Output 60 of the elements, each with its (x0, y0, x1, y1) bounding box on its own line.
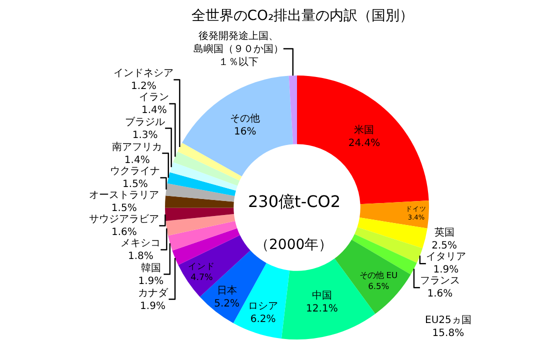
slice-label: その他 (230, 112, 260, 124)
donut-slice (354, 227, 423, 263)
slice-label: その他 EU (360, 270, 398, 280)
slice-label: カナダ (138, 286, 169, 299)
donut-slice (182, 76, 294, 176)
data-label: 1.4% (124, 154, 150, 166)
donut-slice (360, 200, 429, 228)
data-label: 1.8% (128, 250, 154, 262)
slice-label: 韓国 (140, 262, 161, 274)
data-label: 1.6% (427, 288, 453, 300)
data-label: 16% (234, 126, 256, 138)
slice-label: 南アフリカ (112, 140, 162, 153)
data-label: 1.5% (111, 202, 137, 214)
donut-slice (288, 76, 297, 144)
data-label: 2.5% (432, 240, 457, 252)
data-label: 1.3% (132, 130, 158, 141)
text: 230億t-CO2 (248, 192, 341, 211)
donut-slice (165, 208, 234, 222)
data-label: 1.2% (130, 80, 156, 92)
text: （2000年） (255, 237, 333, 253)
slice-label: 中国 (312, 289, 332, 302)
slice-label: 日本 (216, 284, 237, 296)
donut-slice (170, 162, 238, 191)
donut-slice (168, 221, 238, 251)
donut-slice (178, 235, 250, 297)
data-label: 4.7% (190, 273, 213, 284)
slice-label: 後発開発途上国、島嶼国（９０か国） (193, 30, 284, 55)
slice-label: メキシコ (120, 238, 161, 249)
chart-title: 全世界のCO₂排出量の内訳（国別） (191, 8, 414, 24)
slice-label: ロシア (248, 300, 278, 312)
donut-slice (177, 142, 242, 181)
slice-label: ウクライナ (110, 166, 160, 177)
data-label: 1.9% (433, 264, 459, 276)
donut-slice (166, 214, 236, 236)
slice-label: ブラジル (125, 116, 166, 128)
donut-slice (167, 172, 236, 196)
data-label: 6.2% (250, 314, 276, 325)
slice-label: イタリア (426, 252, 466, 263)
donut-slice (166, 183, 235, 202)
donut-slice (173, 151, 240, 186)
slice-label: 米国 (354, 124, 374, 136)
slice-label: サウジアラビア (89, 214, 160, 225)
data-label: 1.6% (111, 226, 137, 238)
data-label: 5.2% (214, 298, 240, 310)
donut-slice (165, 196, 234, 208)
data-label: 1.5% (122, 178, 148, 190)
data-label: 12.1% (306, 303, 338, 314)
data-label: 6.5% (368, 281, 390, 292)
slice-label: 英国 (434, 226, 454, 239)
data-label: 1.4% (141, 104, 167, 116)
slice-label: オーストラリア (89, 190, 160, 201)
slice-label: フランス (420, 276, 460, 287)
slice-label: イラン (139, 92, 170, 103)
data-label: 1.9% (140, 300, 166, 312)
slice-label: インドネシア (114, 68, 174, 79)
data-label: １％以下 (218, 56, 258, 68)
slice-label: インド (188, 262, 216, 272)
data-label: 1.9% (138, 276, 164, 287)
data-label: 24.4% (348, 138, 380, 150)
text: EU25ヵ国 15.8% (425, 315, 472, 339)
